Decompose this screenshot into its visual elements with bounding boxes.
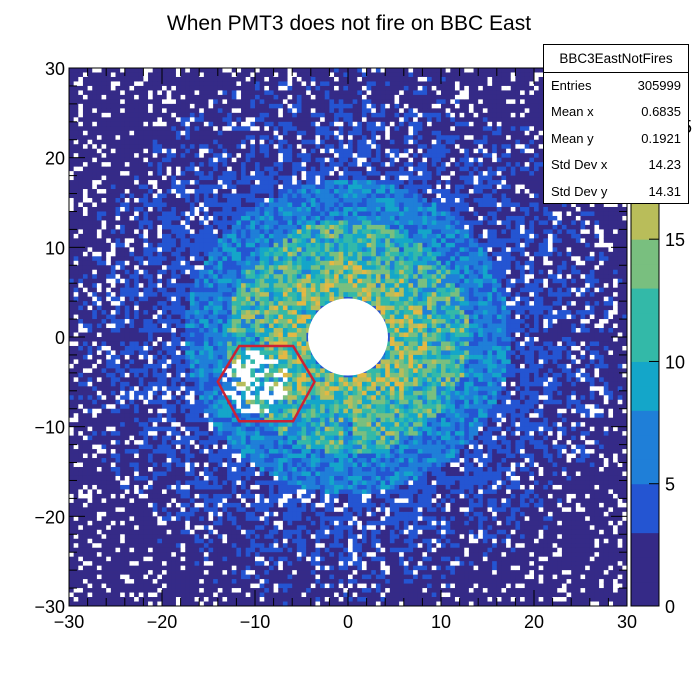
stats-row-std-y: Std Dev y 14.31 <box>544 179 688 205</box>
x-tick-label: −20 <box>147 612 178 632</box>
colorbar-band <box>631 483 659 509</box>
y-tick-label: −20 <box>34 507 65 527</box>
stats-std-y-label: Std Dev y <box>551 183 608 199</box>
colorbar-band <box>631 434 659 460</box>
stats-mean-x-label: Mean x <box>551 104 594 120</box>
colorbar-band <box>631 337 659 362</box>
y-tick-label: −30 <box>34 597 65 617</box>
colorbar-band <box>631 288 659 314</box>
colorbar-band <box>631 312 659 338</box>
heatmap-bins <box>69 68 628 607</box>
stats-mean-y-value: 0.1921 <box>641 130 681 146</box>
x-tick-label: 0 <box>343 612 353 632</box>
colorbar-tick-label: 0 <box>665 597 675 617</box>
inner-hole <box>308 298 388 376</box>
stats-row-mean-y: Mean y 0.1921 <box>544 126 688 152</box>
colorbar-band <box>631 410 659 436</box>
colorbar-band <box>631 361 659 387</box>
stats-histogram-name: BBC3EastNotFires <box>544 45 688 73</box>
stats-row-mean-x: Mean x 0.6835 <box>544 99 688 125</box>
stats-std-x-label: Std Dev x <box>551 157 608 173</box>
colorbar-band <box>631 263 659 289</box>
colorbar-band <box>631 557 659 583</box>
colorbar-band <box>631 214 659 240</box>
y-tick-label: 10 <box>45 238 65 258</box>
colorbar-band <box>631 508 659 534</box>
x-tick-label: 20 <box>524 612 544 632</box>
stats-entries-value: 305999 <box>637 78 681 93</box>
y-tick-label: 30 <box>45 59 65 79</box>
missing-pmt-hexagon <box>216 344 316 423</box>
y-tick-label: 0 <box>55 328 65 348</box>
hexagon-outline-layer <box>216 344 316 423</box>
x-axis: −30 −20 −10 0 10 20 30 <box>54 68 637 632</box>
stats-std-x-value: 14.23 <box>648 157 681 173</box>
heatmap-cells <box>69 68 628 607</box>
colorbar-band <box>631 239 659 265</box>
stats-row-entries: Entries 305999 <box>544 73 688 99</box>
stats-box: BBC3EastNotFires Entries 305999 Mean x 0… <box>543 44 689 204</box>
x-tick-label: −30 <box>54 612 85 632</box>
colorbar-tick-label: 15 <box>665 230 685 250</box>
stats-entries-label: Entries <box>551 78 592 93</box>
y-tick-label: 20 <box>45 149 65 169</box>
colorbar-band <box>631 532 659 558</box>
stats-mean-y-label: Mean y <box>551 130 594 146</box>
x-tick-label: 10 <box>431 612 451 632</box>
chart-title: When PMT3 does not fire on BBC East <box>167 12 531 35</box>
colorbar-band <box>631 581 659 607</box>
colorbar-tick-label: 10 <box>665 352 685 372</box>
y-tick-label: −10 <box>34 418 65 438</box>
x-tick-label: −10 <box>240 612 271 632</box>
y-axis: −30 −20 −10 0 10 20 30 <box>34 59 627 617</box>
stats-mean-x-value: 0.6835 <box>641 104 681 120</box>
stats-row-std-x: Std Dev x 14.23 <box>544 152 688 178</box>
colorbar-band <box>631 459 659 485</box>
stats-std-y-value: 14.31 <box>648 183 681 199</box>
x-tick-label: 30 <box>617 612 637 632</box>
colorbar-tick-label: 5 <box>665 475 675 495</box>
colorbar-band <box>631 385 659 411</box>
